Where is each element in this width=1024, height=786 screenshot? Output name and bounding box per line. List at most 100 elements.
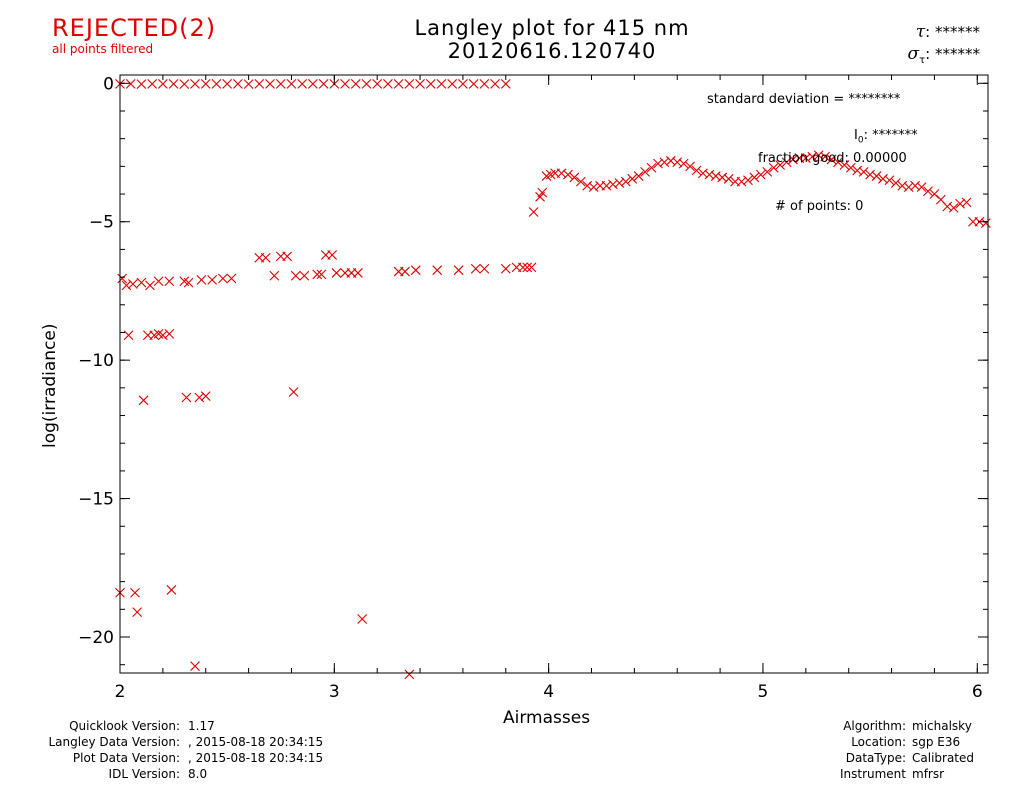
data-point [942,201,953,212]
data-point [453,265,464,276]
data-point [458,78,468,89]
y-tick-label: −20 [78,628,114,648]
y-tick-label: −5 [89,213,114,233]
data-point [194,392,205,403]
data-point [136,79,147,90]
data-point [569,172,580,183]
data-point [479,78,490,89]
data-point [190,661,200,671]
data-point [117,273,128,284]
footer-location-label: Location: [851,735,906,749]
footer-quicklook-value: 1.17 [188,719,215,733]
data-point [897,180,908,191]
data-point [316,269,327,280]
data-point [470,263,481,274]
data-point [269,270,280,281]
data-point [871,171,882,181]
data-point [468,78,479,89]
data-point [136,277,147,288]
data-point [415,78,425,89]
data-point [762,167,773,177]
data-point [123,330,134,341]
data-point [614,178,625,188]
data-point [500,263,511,274]
data-point [865,169,876,180]
data-point [691,165,702,176]
data-point [608,179,618,190]
data-point [350,78,361,89]
data-point [447,78,458,89]
data-point [961,197,972,208]
data-point [620,176,631,187]
data-point [749,172,760,183]
data-point [556,168,567,179]
data-point [736,176,747,187]
data-point [923,186,933,197]
data-point [232,78,243,89]
sigma-subscript: τ [919,55,926,66]
data-point [717,172,728,183]
data-point [672,157,683,168]
data-point [653,158,663,169]
data-point [357,614,368,624]
data-point [372,78,383,89]
x-tick-label: 5 [758,682,769,702]
data-point [890,178,901,188]
footer-algorithm-label: Algorithm: [843,719,906,733]
data-point [132,607,143,617]
data-point [929,189,940,199]
y-axis-label: log(irradiance) [40,323,60,448]
tau-symbol: τ [915,22,926,42]
status-sublabel: all points filtered [52,42,154,56]
data-point [383,78,393,89]
data-point [327,250,338,260]
data-point [181,392,192,403]
data-point [121,280,132,291]
data-point [537,187,548,198]
data-point [852,165,863,176]
data-points-layer [115,78,991,680]
num-points-readout: # of points: 0 [775,199,864,214]
data-point [845,162,856,173]
data-point [710,171,721,181]
data-point [299,270,310,281]
data-point [781,157,792,168]
data-point [138,395,149,406]
x-tick-label: 4 [543,682,554,702]
data-point [147,78,158,89]
data-point [265,78,275,89]
data-point [217,273,228,284]
data-point [723,173,734,184]
data-point [157,330,168,341]
data-point [190,78,200,89]
footer-location-value: sgp E36 [912,735,961,749]
data-point [226,273,237,284]
data-point [297,78,308,89]
data-point [196,274,207,285]
chart-title: Langley plot for 415 nm [414,16,690,40]
footer-quicklook-label: Quicklook Version: [69,719,180,733]
data-point [179,79,190,90]
data-point [164,328,175,339]
i0-symbol: I [854,128,858,143]
data-point [340,78,350,89]
y-tick-label: −10 [78,351,114,371]
footer-instrument-label: Instrument [839,767,906,781]
data-point [260,252,271,263]
data-point [807,151,818,162]
data-point [788,154,798,165]
data-point [640,167,650,177]
data-point [646,162,657,173]
data-point [800,153,811,163]
x-tick-label: 3 [329,682,340,702]
footer-plotdata-label: Plot Data Version: [72,751,180,765]
data-point [308,78,318,89]
i0-subscript: 0 [857,135,864,146]
data-point [588,182,599,193]
data-point [200,391,211,402]
data-point [275,78,286,89]
x-tick-label: 6 [972,682,983,702]
data-point [518,262,528,273]
chart-subtitle: 20120616.120740 [447,39,657,63]
